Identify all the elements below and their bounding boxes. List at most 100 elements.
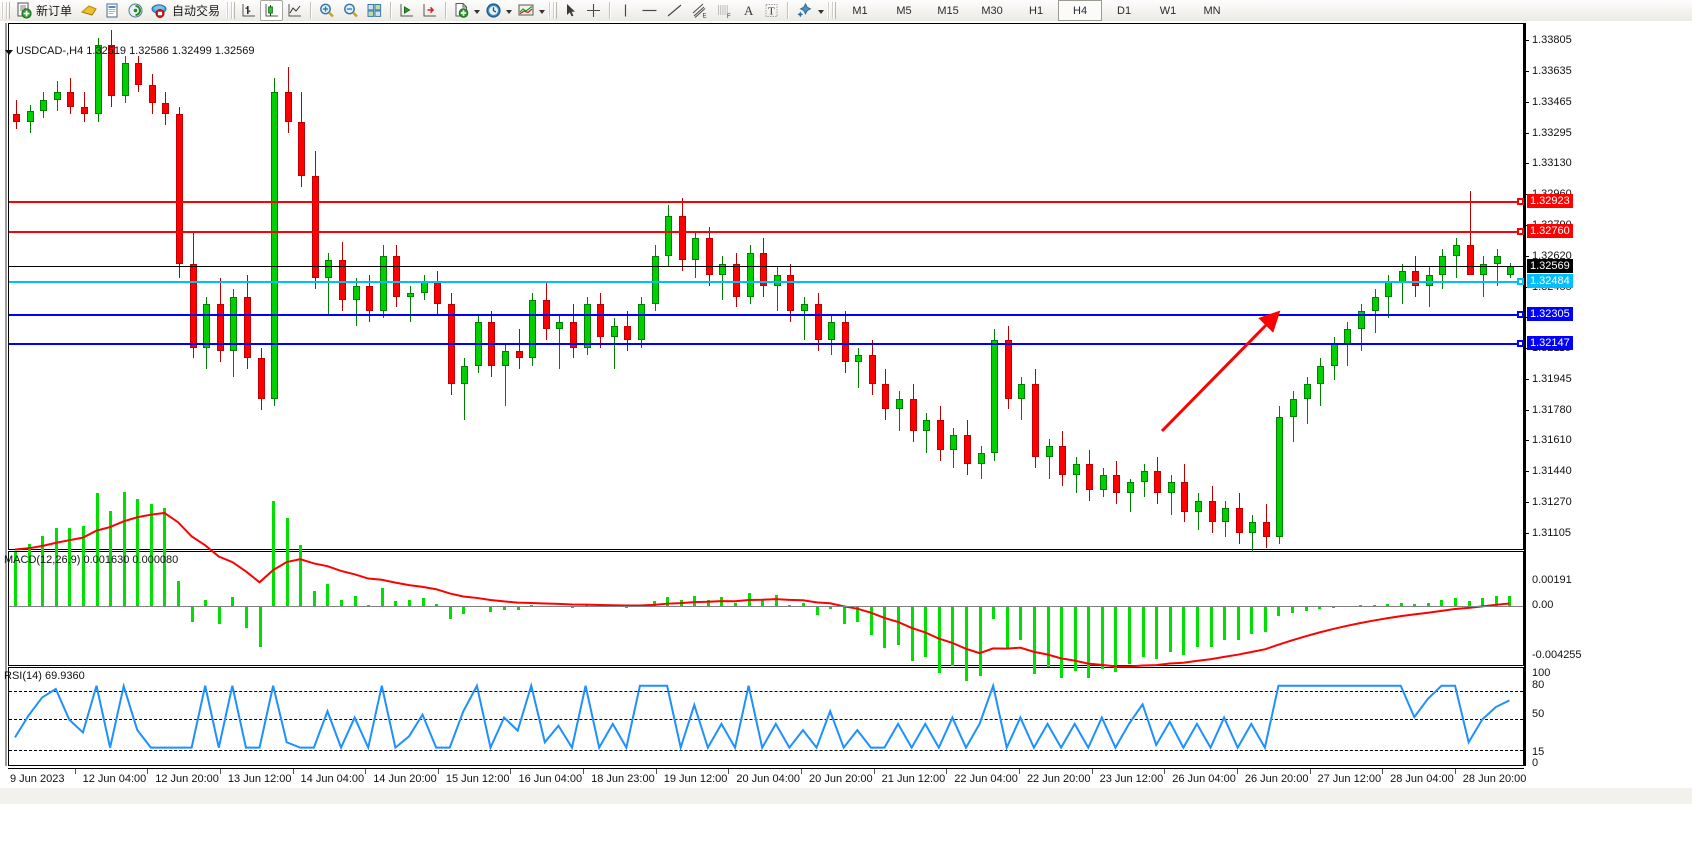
candlestick[interactable] <box>787 274 795 312</box>
candlestick[interactable] <box>1140 471 1148 483</box>
candlestick[interactable] <box>13 114 20 122</box>
horizontal-line-button[interactable] <box>637 0 662 21</box>
candlestick[interactable] <box>311 176 319 279</box>
candlestick[interactable] <box>53 92 61 100</box>
candlestick[interactable] <box>855 354 863 363</box>
candlestick[interactable] <box>1262 522 1270 538</box>
candlestick[interactable] <box>135 63 143 86</box>
timeframe-mn[interactable]: MN <box>1203 4 1221 17</box>
candlestick[interactable] <box>325 260 333 279</box>
candlestick[interactable] <box>216 303 224 352</box>
price-pane[interactable] <box>8 23 1524 550</box>
candlestick[interactable] <box>1480 263 1488 275</box>
candlestick[interactable] <box>80 107 88 115</box>
templates-dropdown-caret[interactable] <box>539 9 546 14</box>
price-line-anchor[interactable] <box>1517 198 1524 206</box>
price-line-anchor[interactable] <box>1517 310 1524 318</box>
chart-workspace[interactable]: USDCAD-,H4 1.32519 1.32586 1.32499 1.325… <box>0 21 1692 843</box>
candlestick[interactable] <box>1303 383 1311 399</box>
candlestick[interactable] <box>1507 265 1515 275</box>
price-line-anchor[interactable] <box>1517 227 1524 235</box>
indicators-dropdown-caret[interactable] <box>474 9 481 14</box>
timeframe-h1[interactable]: H1 <box>1029 4 1044 17</box>
timeframe-d1[interactable]: D1 <box>1117 4 1132 17</box>
candlestick[interactable] <box>1045 445 1053 457</box>
candlestick[interactable] <box>515 351 523 359</box>
candlestick[interactable] <box>243 296 251 359</box>
timeframe-m5[interactable]: M5 <box>896 4 912 17</box>
candlestick[interactable] <box>583 303 591 348</box>
timeframe-w1[interactable]: W1 <box>1159 4 1177 17</box>
candlestick[interactable] <box>733 263 741 297</box>
bar-chart-button[interactable] <box>237 0 260 21</box>
zoom-out-button[interactable] <box>339 0 363 21</box>
candlestick[interactable] <box>1072 464 1080 476</box>
label-button[interactable]: T <box>760 0 783 21</box>
candlestick[interactable] <box>393 256 401 297</box>
candlestick[interactable] <box>828 322 836 341</box>
templates-button[interactable] <box>514 0 538 21</box>
candlestick[interactable] <box>189 263 197 348</box>
indicators-button[interactable] <box>450 0 473 21</box>
tile-windows-button[interactable] <box>363 0 386 21</box>
candlestick[interactable] <box>94 45 102 115</box>
candlestick[interactable] <box>40 99 48 111</box>
candlestick[interactable] <box>1099 475 1107 490</box>
equidistant-channel-button[interactable]: E <box>687 0 712 21</box>
toolbar-grip[interactable] <box>1 2 10 19</box>
candlestick[interactable] <box>841 322 849 363</box>
candlestick[interactable] <box>936 420 944 450</box>
candlestick[interactable] <box>692 238 700 261</box>
toolbar-grip-3[interactable] <box>548 2 558 19</box>
candlestick[interactable] <box>923 420 931 432</box>
candlestick[interactable] <box>746 252 754 297</box>
timeframe-m1[interactable]: M1 <box>852 4 868 17</box>
candlestick[interactable] <box>624 325 632 341</box>
candlestick[interactable] <box>461 365 469 384</box>
candlestick[interactable] <box>1208 500 1216 523</box>
candlestick[interactable] <box>1018 383 1026 399</box>
candlestick[interactable] <box>67 92 75 107</box>
timeframe-h4[interactable]: H4 <box>1058 0 1103 21</box>
candlestick[interactable] <box>271 92 279 399</box>
market-watch-button[interactable] <box>101 0 124 21</box>
chart-menu-caret[interactable] <box>5 50 13 55</box>
candlestick[interactable] <box>121 63 129 97</box>
text-button[interactable]: A <box>737 0 760 21</box>
candlestick[interactable] <box>651 256 659 304</box>
candlestick[interactable] <box>610 325 618 337</box>
horizontal-scrollbar[interactable] <box>0 788 1692 804</box>
candlestick[interactable] <box>556 322 564 330</box>
candlestick[interactable] <box>1222 507 1230 523</box>
candlestick[interactable] <box>230 296 238 352</box>
candlestick[interactable] <box>379 256 387 312</box>
crosshair-button[interactable] <box>582 0 605 21</box>
candlestick[interactable] <box>1086 464 1094 490</box>
candlestick[interactable] <box>977 453 985 465</box>
candlestick[interactable] <box>705 238 713 275</box>
candlestick[interactable] <box>1276 416 1284 538</box>
candlestick[interactable] <box>1425 274 1433 286</box>
candlestick[interactable] <box>1249 522 1257 534</box>
candlestick[interactable] <box>1004 340 1012 399</box>
vertical-line-button[interactable] <box>614 0 637 21</box>
candlestick[interactable] <box>760 252 768 286</box>
candlestick[interactable] <box>339 260 347 301</box>
navigator-button[interactable] <box>124 0 147 21</box>
candlestick[interactable] <box>1493 256 1501 264</box>
candlestick[interactable] <box>868 354 876 384</box>
candlestick[interactable] <box>257 358 265 399</box>
candlestick[interactable] <box>1412 271 1420 286</box>
shift-end-button[interactable] <box>418 0 441 21</box>
objects-button[interactable] <box>792 0 817 21</box>
candlestick-chart-button[interactable] <box>260 0 284 21</box>
candlestick[interactable] <box>1317 365 1325 384</box>
price-line-anchor[interactable] <box>1517 339 1524 347</box>
candlestick[interactable] <box>719 263 727 275</box>
candlestick[interactable] <box>597 303 605 337</box>
time-axis[interactable]: 9 Jun 2023 12 Jun 04:00 12 Jun 20:00 13 Jun… <box>8 768 1526 789</box>
candlestick[interactable] <box>352 285 360 301</box>
candlestick[interactable] <box>1357 311 1365 330</box>
candlestick[interactable] <box>1466 245 1474 275</box>
candlestick[interactable] <box>1385 281 1393 297</box>
